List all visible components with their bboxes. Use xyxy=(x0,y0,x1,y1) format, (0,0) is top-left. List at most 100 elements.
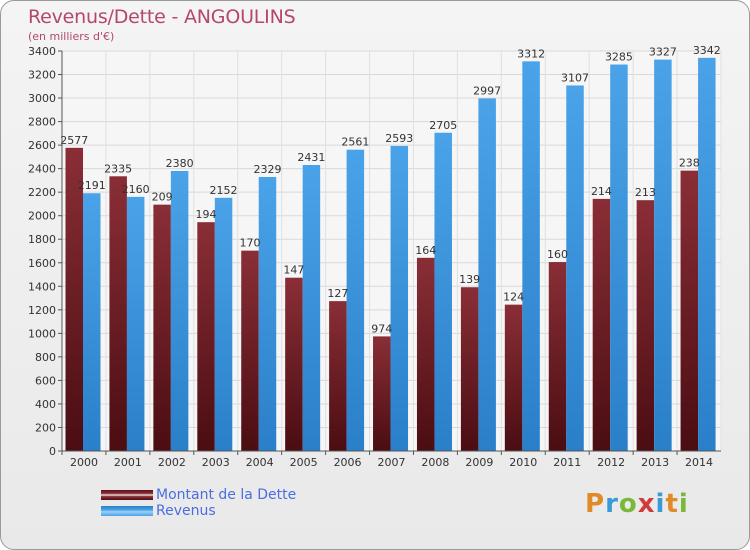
logo-letter: x xyxy=(637,489,656,519)
x-tick-label: 2012 xyxy=(597,456,625,469)
y-tick-label: 600 xyxy=(35,374,56,387)
y-tick-label: 2400 xyxy=(28,163,56,176)
data-label-dette: 238 xyxy=(679,157,700,170)
x-tick-label: 2008 xyxy=(421,456,449,469)
y-tick-label: 2000 xyxy=(28,210,56,223)
y-tick-label: 3000 xyxy=(28,92,56,105)
data-label-dette: 160 xyxy=(547,248,568,261)
y-tick-label: 2200 xyxy=(28,186,56,199)
data-label-dette: 194 xyxy=(196,208,217,221)
chart-title: Revenus/Dette - ANGOULINS xyxy=(28,6,296,28)
data-label-dette: 147 xyxy=(283,264,304,277)
y-tick-label: 2600 xyxy=(28,139,56,152)
data-label-dette: 974 xyxy=(371,322,392,335)
bar-dette xyxy=(197,222,215,451)
data-label-revenus: 2561 xyxy=(341,136,369,149)
data-label-dette: 139 xyxy=(459,273,480,286)
bar-revenus xyxy=(522,61,540,452)
y-tick-label: 1000 xyxy=(28,327,56,340)
data-label-revenus: 3285 xyxy=(605,51,633,64)
bar-revenus xyxy=(610,64,628,451)
data-label-dette: 2335 xyxy=(104,162,132,175)
data-label-revenus: 2152 xyxy=(210,184,238,197)
data-label-revenus: 2593 xyxy=(385,132,413,145)
bar-dette xyxy=(460,287,479,451)
bar-dette xyxy=(504,304,523,451)
bar-dette xyxy=(241,250,259,451)
data-label-dette: 127 xyxy=(327,287,348,300)
legend-swatch-revenus xyxy=(101,506,153,516)
data-label-revenus: 2380 xyxy=(166,157,194,170)
bar-revenus xyxy=(654,59,672,452)
bar-revenus xyxy=(214,197,233,451)
bar-revenus xyxy=(390,145,409,452)
data-label-revenus: 2431 xyxy=(297,151,325,164)
x-tick-label: 2006 xyxy=(334,456,362,469)
data-label-dette: 214 xyxy=(591,185,612,198)
data-label-dette: 213 xyxy=(635,186,656,199)
bar-dette xyxy=(109,176,127,451)
bar-revenus xyxy=(126,196,145,451)
logo-letter: t xyxy=(665,489,679,519)
data-label-revenus: 2997 xyxy=(473,84,501,97)
data-label-revenus: 3342 xyxy=(693,44,721,57)
bar-dette xyxy=(329,301,347,451)
x-tick-label: 2002 xyxy=(158,456,186,469)
bar-dette xyxy=(153,204,171,451)
bar-dette xyxy=(285,277,303,451)
legend-label-revenus: Revenus xyxy=(156,503,216,519)
bar-revenus xyxy=(170,171,189,451)
proxiti-logo: Proxiti xyxy=(585,489,689,519)
y-tick-label: 2800 xyxy=(28,116,56,129)
bar-revenus xyxy=(346,149,365,452)
chart-subtitle: (en milliers d'€) xyxy=(28,30,115,43)
bar-dette xyxy=(373,336,391,451)
data-label-dette: 2577 xyxy=(60,134,88,147)
bar-revenus xyxy=(434,132,452,451)
logo-letter: i xyxy=(678,489,689,519)
legend-label-dette: Montant de la Dette xyxy=(156,487,297,503)
bar-dette xyxy=(416,257,435,451)
x-tick-label: 2003 xyxy=(202,456,230,469)
x-tick-label: 2007 xyxy=(378,456,406,469)
x-tick-label: 2001 xyxy=(114,456,142,469)
legend-swatch-dette xyxy=(101,490,153,500)
bar-dette xyxy=(680,170,699,451)
x-tick-label: 2010 xyxy=(509,456,537,469)
y-tick-label: 1600 xyxy=(28,257,56,270)
bar-dette xyxy=(548,262,567,451)
y-tick-label: 1200 xyxy=(28,304,56,317)
logo-letter: r xyxy=(605,489,619,519)
bar-dette xyxy=(636,200,655,451)
x-tick-label: 2005 xyxy=(290,456,318,469)
bar-revenus xyxy=(566,85,584,452)
bar-revenus xyxy=(258,177,277,451)
data-label-revenus: 2160 xyxy=(122,183,150,196)
x-tick-label: 2009 xyxy=(465,456,493,469)
y-tick-label: 3200 xyxy=(28,69,56,82)
y-tick-label: 200 xyxy=(35,421,56,434)
data-label-revenus: 2329 xyxy=(253,163,281,176)
data-label-revenus: 3312 xyxy=(517,47,545,60)
bar-revenus xyxy=(302,165,321,451)
data-label-dette: 124 xyxy=(503,291,524,304)
data-label-revenus: 3327 xyxy=(649,46,677,59)
x-tick-label: 2014 xyxy=(685,456,713,469)
x-tick-label: 2011 xyxy=(553,456,581,469)
y-tick-label: 800 xyxy=(35,351,56,364)
bar-dette xyxy=(65,147,83,451)
y-tick-label: 0 xyxy=(49,445,56,458)
data-label-revenus: 2705 xyxy=(429,119,457,132)
data-label-revenus: 3107 xyxy=(561,71,589,84)
x-tick-label: 2013 xyxy=(641,456,669,469)
y-tick-label: 3400 xyxy=(28,45,56,58)
bar-dette xyxy=(592,198,611,451)
logo-letter: P xyxy=(585,489,606,519)
bar-revenus xyxy=(478,98,496,451)
logo-letter: i xyxy=(655,489,666,519)
data-label-dette: 164 xyxy=(415,244,436,257)
x-tick-label: 2004 xyxy=(246,456,274,469)
bar-revenus xyxy=(698,57,716,452)
